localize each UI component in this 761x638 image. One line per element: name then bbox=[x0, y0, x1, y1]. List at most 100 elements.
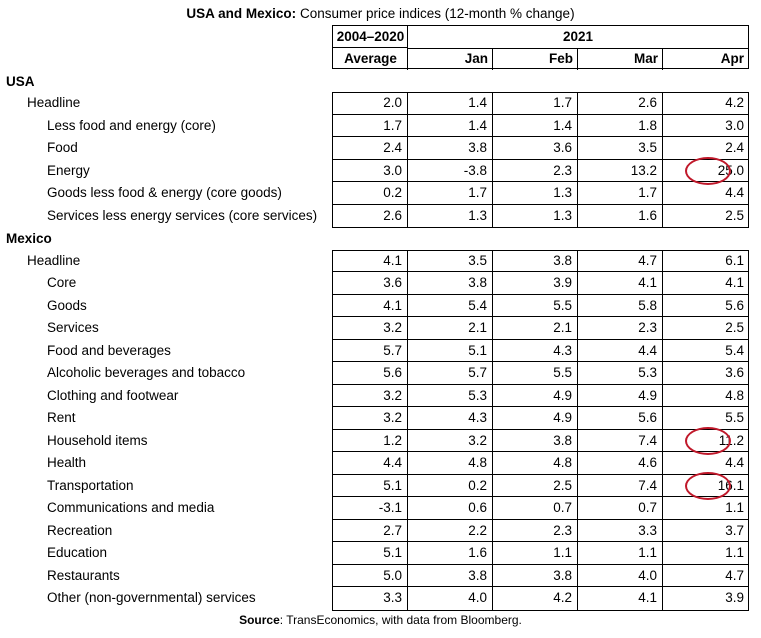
value-cell: 4.6 bbox=[578, 452, 663, 475]
value-cell: 5.1 bbox=[333, 474, 408, 497]
value-cell: 2.1 bbox=[493, 317, 578, 340]
value-cell: 0.7 bbox=[493, 497, 578, 520]
value-cell: 4.1 bbox=[578, 272, 663, 295]
table-row: Goods less food & energy (core goods) 0.2… bbox=[0, 182, 761, 205]
value-cell: 3.6 bbox=[493, 137, 578, 160]
table-row: Headline 2.0 1.4 1.7 2.6 4.2 bbox=[0, 92, 761, 115]
row-label: Goods bbox=[47, 297, 87, 313]
section-value-block bbox=[332, 92, 749, 228]
value-cell: 5.1 bbox=[333, 542, 408, 565]
row-label: Communications and media bbox=[47, 500, 215, 515]
row-label: Education bbox=[47, 545, 108, 560]
value-cell: 4.0 bbox=[408, 587, 493, 610]
value-cell: 1.3 bbox=[408, 204, 493, 227]
row-label: Services bbox=[47, 320, 99, 335]
row-label: Household items bbox=[47, 432, 148, 448]
value-cell: 4.7 bbox=[663, 565, 749, 587]
value-cell: 4.2 bbox=[493, 587, 578, 610]
title-rest: Consumer price indices (12-month % chang… bbox=[296, 6, 575, 21]
value-cell: 5.3 bbox=[408, 384, 493, 407]
value-cell: 3.2 bbox=[333, 407, 408, 430]
value-cell: 4.8 bbox=[493, 452, 578, 475]
value-cell: 4.9 bbox=[493, 407, 578, 430]
value-cell: 3.8 bbox=[408, 137, 493, 160]
value-cell: 4.4 bbox=[663, 182, 749, 205]
value-cell: 2.4 bbox=[663, 137, 749, 160]
value-cell: 3.0 bbox=[333, 159, 408, 182]
row-label: Alcoholic beverages and tobacco bbox=[47, 365, 246, 380]
value-cell: 1.3 bbox=[493, 182, 578, 205]
title-bold: USA and Mexico: bbox=[186, 6, 297, 21]
value-cell: 2.0 bbox=[333, 92, 408, 115]
value-cell: 5.1 bbox=[408, 339, 493, 362]
value-cell: 5.5 bbox=[663, 407, 749, 430]
value-cell: 3.9 bbox=[725, 590, 744, 605]
table-row: Restaurants 5.0 3.8 3.8 4.0 4.7 bbox=[0, 564, 761, 587]
table-row: Education 5.1 1.6 1.1 1.1 1.1 bbox=[0, 542, 761, 565]
value-cell: 1.7 bbox=[493, 92, 578, 115]
value-cell: 3.2 bbox=[333, 317, 408, 340]
value-cell: 1.1 bbox=[493, 542, 578, 565]
value-cell: 5.3 bbox=[578, 362, 663, 385]
table-row: Services 3.2 2.1 2.1 2.3 2.5 bbox=[0, 317, 761, 340]
value-cell: 1.7 bbox=[578, 182, 663, 205]
table-row: Other (non-governmental) services 3.3 4.0 4… bbox=[0, 587, 761, 610]
value-cell: 5.5 bbox=[493, 362, 578, 385]
row-label: Health bbox=[47, 455, 87, 470]
value-cell: 4.8 bbox=[663, 385, 749, 407]
table-row: Alcoholic beverages and tobacco 5.6 5.7 5.5… bbox=[0, 362, 761, 385]
value-cell: 5.0 bbox=[333, 564, 408, 587]
source-rest: : TransEconomics, with data from Bloombe… bbox=[279, 613, 522, 627]
value-cell: 2.3 bbox=[578, 317, 663, 340]
value-cell: 3.9 bbox=[493, 272, 578, 295]
value-cell: 0.2 bbox=[408, 474, 493, 497]
value-cell: 2.1 bbox=[408, 317, 493, 340]
value-cell: 3.8 bbox=[493, 249, 578, 272]
table-title: USA and Mexico: Consumer price indices (… bbox=[0, 5, 761, 23]
section-heading: Mexico bbox=[6, 231, 52, 246]
value-cell: 5.6 bbox=[663, 295, 749, 317]
table-row: Clothing and footwear 3.2 5.3 4.9 4.9 4.8 bbox=[0, 384, 761, 407]
source-note: Source: TransEconomics, with data from B… bbox=[0, 612, 761, 628]
value-cell: 5.8 bbox=[578, 294, 663, 317]
row-label: Recreation bbox=[47, 522, 113, 538]
row-label: Clothing and footwear bbox=[47, 387, 179, 403]
value-cell: 5.4 bbox=[408, 294, 493, 317]
value-cell: 11.2 bbox=[663, 430, 749, 452]
value-cell: 4.4 bbox=[333, 452, 408, 475]
value-cell: 4.1 bbox=[333, 294, 408, 317]
value-cell: 1.1 bbox=[663, 542, 749, 565]
value-cell: 3.2 bbox=[408, 429, 493, 452]
row-label: Food bbox=[47, 140, 78, 155]
header-avg-period: 2004–2020 bbox=[333, 26, 408, 48]
value-cell: 3.2 bbox=[333, 384, 408, 407]
row-label: Core bbox=[47, 275, 77, 290]
table-row: Services less energy services (core serv… bbox=[0, 204, 761, 227]
value-cell: 5.6 bbox=[333, 362, 408, 385]
value-cell: 3.5 bbox=[408, 249, 493, 272]
value-cell: -3.8 bbox=[408, 159, 493, 182]
section-heading: USA bbox=[6, 74, 35, 89]
header-month-feb: Feb bbox=[493, 48, 578, 70]
table-row: Energy 3.0 -3.8 2.3 13.2 25.0 bbox=[0, 156, 761, 185]
row-label: Less food and energy (core) bbox=[47, 117, 216, 133]
value-cell: 1.8 bbox=[578, 114, 663, 137]
value-cell: 6.1 bbox=[663, 250, 749, 272]
value-cell: 4.3 bbox=[493, 339, 578, 362]
value-cell: 0.2 bbox=[333, 182, 408, 205]
value-cell: 1.6 bbox=[408, 542, 493, 565]
value-cell: 3.8 bbox=[408, 564, 493, 587]
row-label: Restaurants bbox=[47, 567, 120, 583]
row-label: Food and beverages bbox=[47, 342, 171, 358]
row-label: Services less energy services (core serv… bbox=[47, 207, 318, 223]
value-cell: 3.0 bbox=[663, 115, 749, 137]
header-average-column: 2004–2020 Average bbox=[333, 26, 408, 70]
value-cell: 7.4 bbox=[578, 474, 663, 497]
header-month-mar: Mar bbox=[578, 48, 663, 70]
header-year: 2021 bbox=[408, 26, 748, 49]
value-cell: 3.6 bbox=[663, 362, 749, 385]
table-row: Food 2.4 3.8 3.6 3.5 2.4 bbox=[0, 137, 761, 160]
header-avg-label: Average bbox=[344, 51, 397, 66]
value-cell: 2.5 bbox=[725, 207, 744, 223]
value-cell: 25.0 bbox=[663, 160, 749, 182]
